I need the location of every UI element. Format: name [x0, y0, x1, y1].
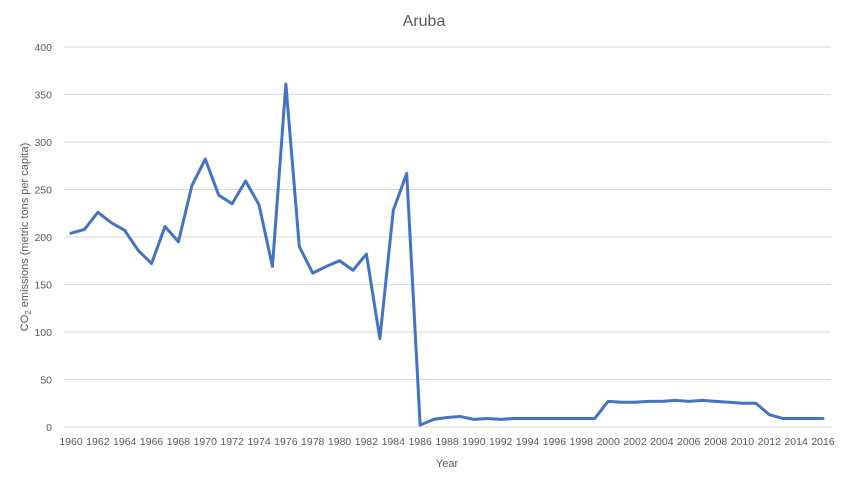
x-tick-label: 1972 — [220, 436, 244, 448]
y-tick-label: 50 — [40, 375, 52, 387]
x-tick-label: 1984 — [382, 436, 406, 448]
y-tick-label: 0 — [46, 422, 52, 434]
x-tick-label: 1982 — [355, 436, 379, 448]
x-tick-label: 2002 — [623, 436, 647, 448]
series-line — [69, 82, 825, 427]
y-axis-title-subscript: 2 — [24, 310, 33, 315]
y-tick-label: 200 — [34, 232, 52, 244]
y-axis-ticks: 0 50 100 150 200 250 300 350 400 — [34, 42, 52, 434]
x-tick-label: 2004 — [650, 436, 674, 448]
x-tick-label: 1996 — [543, 436, 567, 448]
x-tick-label: 1962 — [86, 436, 110, 448]
chart-title: Aruba — [403, 13, 446, 30]
x-tick-label: 1978 — [301, 436, 325, 448]
x-tick-label: 2016 — [811, 436, 835, 448]
y-tick-label: 100 — [34, 327, 52, 339]
x-axis-ticks: 1960 1962 1964 1966 1968 1970 1972 1974 1976 1978… — [59, 436, 835, 448]
x-tick-label: 1960 — [59, 436, 83, 448]
x-tick-label: 1974 — [247, 436, 271, 448]
y-tick-label: 150 — [34, 280, 52, 292]
y-tick-label: 400 — [34, 42, 52, 54]
series-group — [69, 82, 825, 427]
x-tick-label: 1994 — [516, 436, 540, 448]
x-tick-label: 1988 — [435, 436, 459, 448]
x-tick-label: 1990 — [462, 436, 486, 448]
x-tick-label: 1986 — [408, 436, 432, 448]
y-tick-label: 300 — [34, 137, 52, 149]
y-axis-title-suffix: emissions (metric tons per capita) — [19, 143, 31, 311]
x-tick-label: 1970 — [194, 436, 218, 448]
x-tick-label: 2006 — [677, 436, 701, 448]
x-tick-label: 2012 — [758, 436, 782, 448]
y-tick-label: 250 — [34, 185, 52, 197]
x-axis-title: Year — [436, 458, 459, 470]
y-tick-label: 350 — [34, 90, 52, 102]
x-tick-label: 1966 — [140, 436, 164, 448]
x-tick-label: 1964 — [113, 436, 137, 448]
x-tick-label: 2014 — [784, 436, 808, 448]
x-tick-label: 1968 — [167, 436, 191, 448]
x-tick-label: 2010 — [731, 436, 755, 448]
x-tick-label: 2000 — [596, 436, 620, 448]
x-tick-label: 1992 — [489, 436, 513, 448]
x-tick-label: 1976 — [274, 436, 298, 448]
y-axis-title-prefix: CO — [19, 314, 31, 331]
x-tick-label: 1980 — [328, 436, 352, 448]
x-tick-label: 2008 — [704, 436, 728, 448]
x-tick-label: 1998 — [570, 436, 594, 448]
y-axis-title: CO2 emissions (metric tons per capita) — [19, 143, 33, 331]
